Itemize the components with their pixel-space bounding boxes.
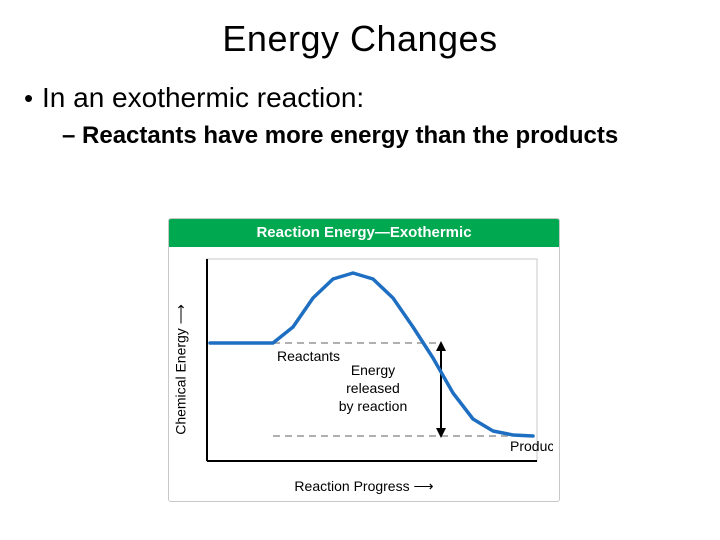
arrow-up-icon [436,341,446,351]
plot-border [207,259,537,461]
chart-area: Chemical Energy ⟶ Reaction Progress ⟶ [177,253,551,493]
bullet-level-2: – Reactants have more energy than the pr… [62,122,662,151]
reactants-label: Reactants [277,348,340,364]
energy-label-2: released [346,380,400,396]
bullet-dash: – [62,122,82,151]
products-label: Products [510,438,553,454]
chart-svg: Reactants Products Energy released by re… [177,253,553,493]
energy-label-1: Energy [351,362,395,378]
bullet-level-1: •In an exothermic reaction: [24,82,720,114]
bullet-main-text: In an exothermic reaction: [42,82,364,113]
bullet-dot: • [24,83,42,114]
slide: Energy Changes •In an exothermic reactio… [0,0,720,540]
bullet-sub-text: Reactants have more energy than the prod… [82,122,618,149]
diagram-header: Reaction Energy—Exothermic [169,219,559,247]
slide-title: Energy Changes [0,0,720,60]
reaction-energy-diagram: Reaction Energy—Exothermic Chemical Ener… [168,218,560,502]
energy-label-3: by reaction [339,398,407,414]
